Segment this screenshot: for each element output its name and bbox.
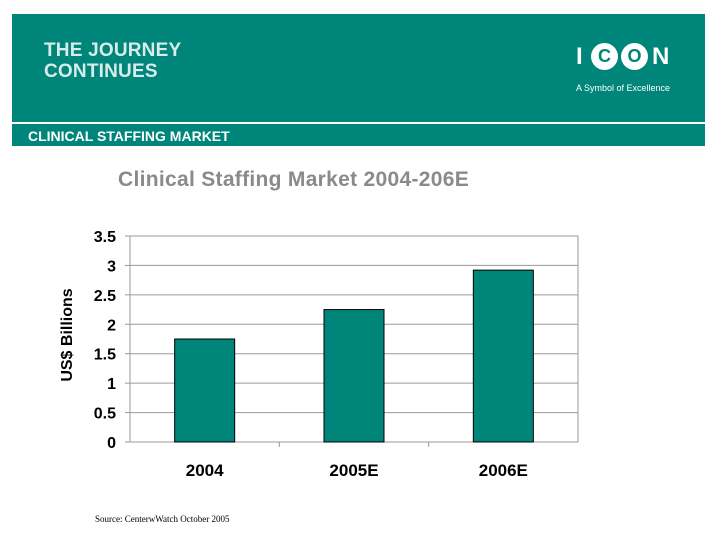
icon-logo: I C O N A Symbol of Excellence [573, 43, 683, 103]
logo-letter-c: C [591, 43, 618, 70]
chart-title: Clinical Staffing Market 2004-206E [118, 168, 469, 191]
logo-letter-o: O [621, 43, 648, 70]
banner-title: THE JOURNEY CONTINUES [44, 40, 181, 82]
y-tick-label: 3.5 [94, 229, 116, 246]
logo-tagline: A Symbol of Excellence [576, 83, 671, 93]
header-banner: THE JOURNEY CONTINUES I C O N A Symbol o… [12, 14, 705, 122]
bar-2004 [174, 338, 236, 443]
x-tick-label: 2006E [479, 461, 528, 480]
banner-title-line2: CONTINUES [44, 61, 158, 82]
y-tick-label: 3 [107, 258, 116, 275]
source-note: Source: CenterwWatch October 2005 [95, 514, 230, 524]
y-tick-label: 1.5 [94, 347, 116, 364]
y-tick-label: 2.5 [94, 288, 116, 305]
x-tick-label: 2005E [329, 461, 378, 480]
y-tick-label: 0.5 [94, 406, 116, 423]
logo-letter-i: I [576, 43, 583, 70]
section-title-bar: CLINICAL STAFFING MARKET [12, 124, 705, 146]
y-tick-label: 0 [107, 435, 116, 452]
bar-2005e [323, 309, 385, 443]
y-tick-label: 2 [107, 317, 116, 334]
banner-title-line1: THE JOURNEY [44, 40, 182, 61]
y-tick-label: 1 [107, 376, 116, 393]
x-tick-label: 2004 [186, 461, 224, 480]
logo-letter-n: N [652, 43, 670, 70]
bar-2006e [472, 269, 534, 443]
